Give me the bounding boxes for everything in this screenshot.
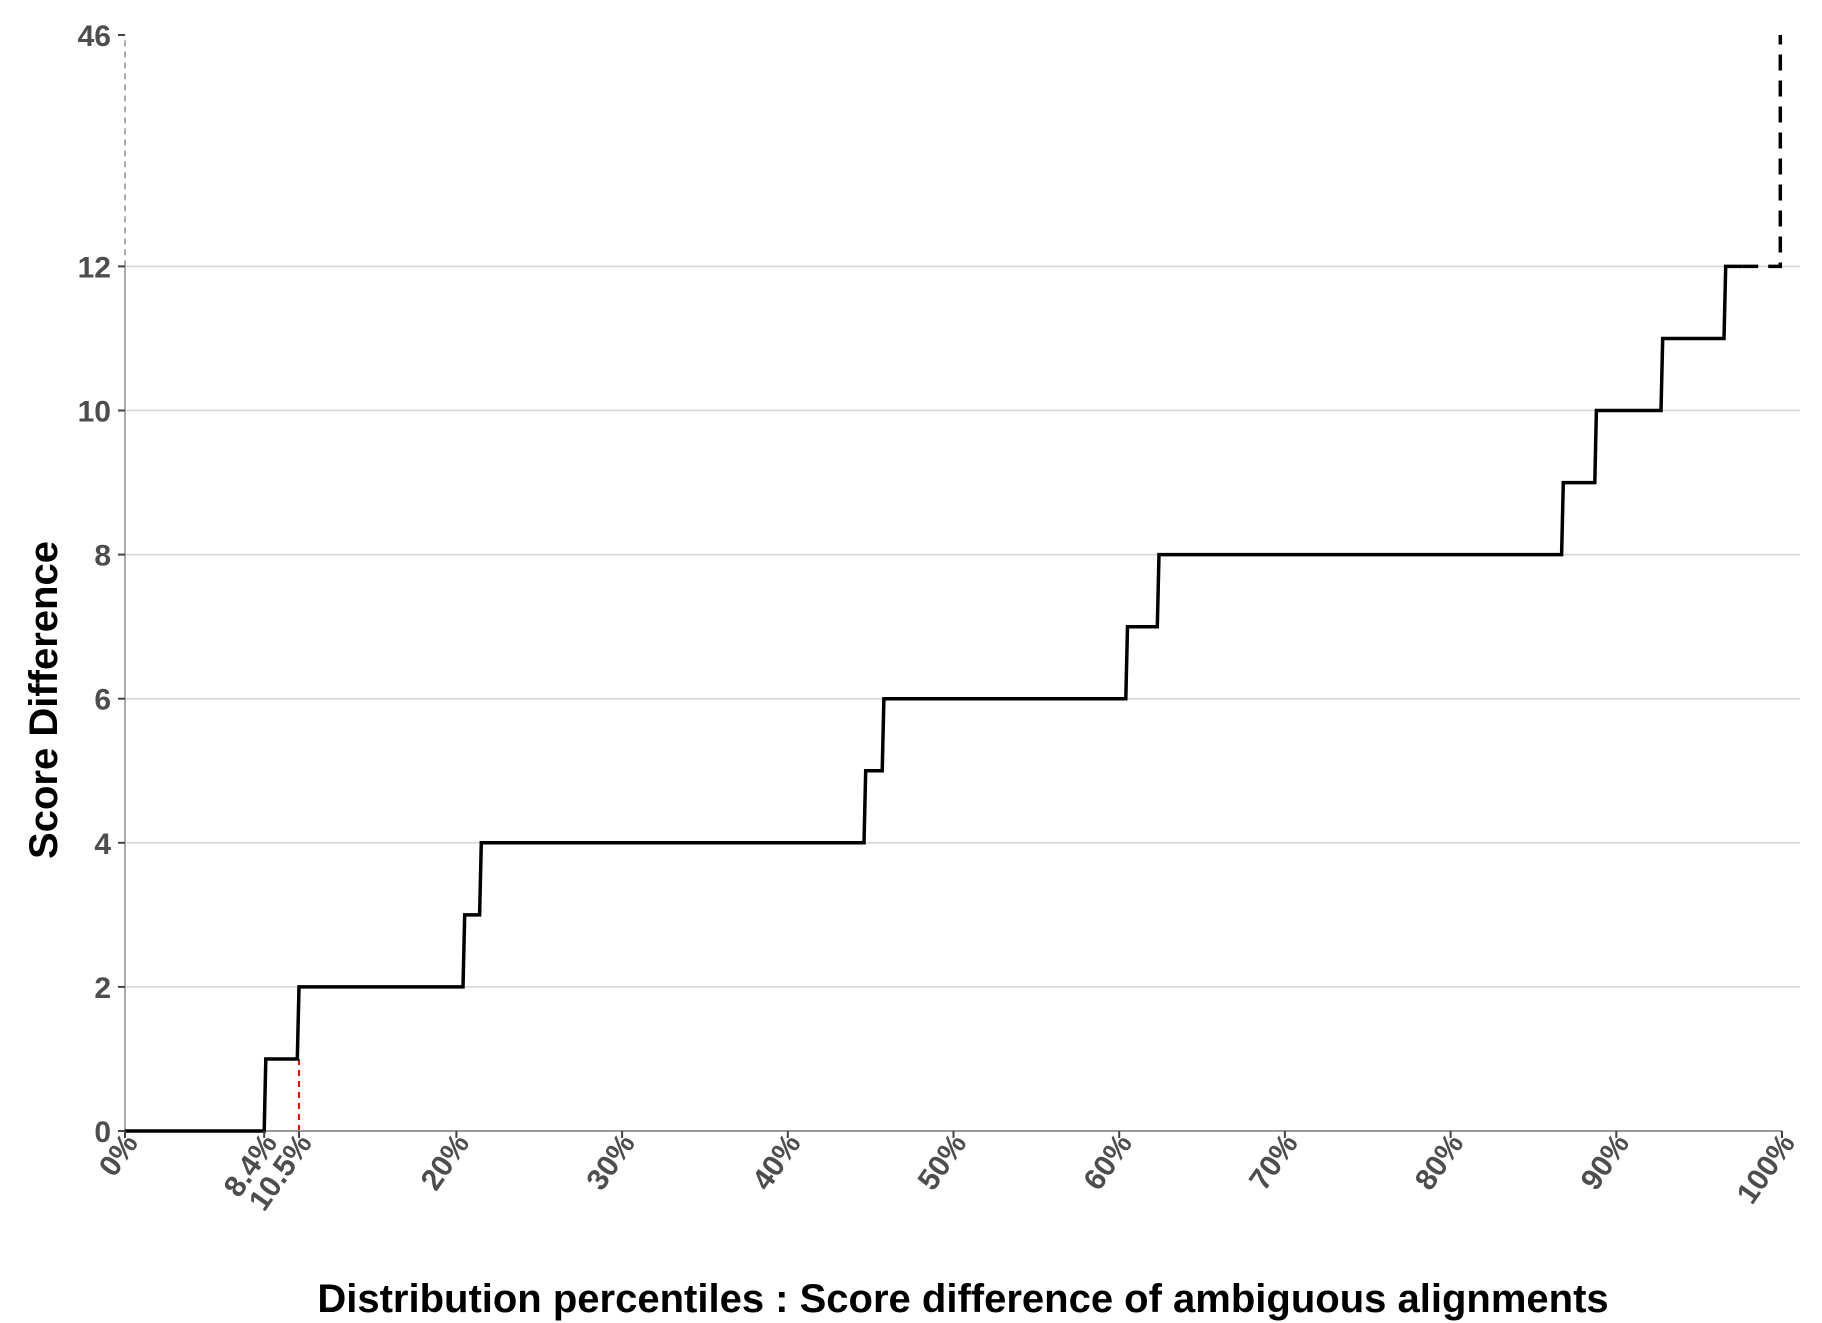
series — [125, 35, 1783, 1133]
series-line-solid — [125, 264, 1743, 1133]
gridlines — [125, 265, 1800, 988]
x-tick-label-80%: 80% — [1409, 1128, 1470, 1196]
x-axis-title: Distribution percentiles : Score differe… — [317, 1277, 1608, 1321]
y-tick-label-8: 8 — [94, 540, 111, 573]
y-axis-title: Score Difference — [22, 541, 66, 859]
x-tick-label-70%: 70% — [1243, 1128, 1304, 1196]
y-tick-label-4: 4 — [94, 828, 111, 861]
reference-lines — [124, 35, 300, 1131]
y-tick-label-2: 2 — [94, 972, 111, 1005]
y-tick-label-46: 46 — [78, 20, 111, 53]
x-tick-label-90%: 90% — [1575, 1128, 1636, 1196]
x-tick-label-30%: 30% — [580, 1128, 641, 1196]
y-tick-label-6: 6 — [94, 684, 111, 717]
y-tick-label-12: 12 — [78, 251, 111, 284]
x-tick-label-50%: 50% — [912, 1128, 973, 1196]
x-tick-label-100%: 100% — [1731, 1128, 1802, 1210]
y-tick-label-10: 10 — [78, 396, 111, 429]
x-tick-label-20%: 20% — [415, 1128, 476, 1196]
x-tick-label-60%: 60% — [1077, 1128, 1138, 1196]
series-line-dashed — [1742, 35, 1783, 269]
y-tick-label-0: 0 — [94, 1116, 111, 1149]
x-tick-label-40%: 40% — [746, 1128, 807, 1196]
